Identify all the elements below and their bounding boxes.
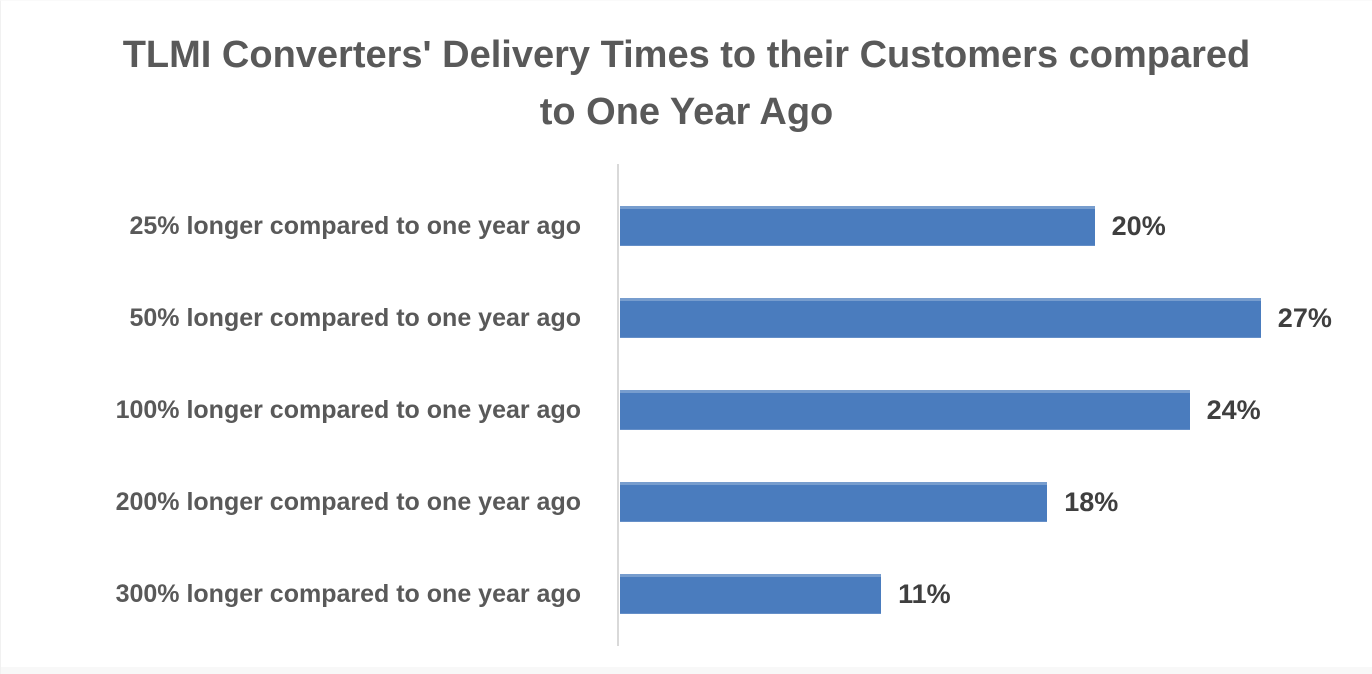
data-label: 18%: [1064, 486, 1119, 517]
bar-track: 27%: [620, 298, 1332, 338]
chart-row: 300% longer compared to one year ago 11%: [1, 548, 1372, 640]
data-label: 27%: [1277, 302, 1332, 333]
chart-rows: 25% longer compared to one year ago 20% 50…: [1, 180, 1372, 640]
bar: [620, 298, 1261, 338]
data-label: 20%: [1111, 210, 1166, 241]
bar-track: 20%: [620, 206, 1332, 246]
bar: [620, 574, 882, 614]
bottom-edge-shade: [1, 667, 1372, 674]
bar: [620, 482, 1048, 522]
data-label: 11%: [898, 578, 951, 609]
bar-track: 11%: [620, 574, 1332, 614]
bar: [620, 390, 1190, 430]
data-label: 24%: [1206, 394, 1261, 425]
bar: [620, 206, 1095, 246]
chart-row: 200% longer compared to one year ago 18%: [1, 456, 1372, 548]
category-label: 50% longer compared to one year ago: [129, 303, 581, 332]
chart-row: 25% longer compared to one year ago 20%: [1, 180, 1372, 272]
chart-title: TLMI Converters' Delivery Times to their…: [122, 34, 1251, 133]
category-label: 100% longer compared to one year ago: [115, 395, 581, 424]
plot-area: 25% longer compared to one year ago 20% 50…: [1, 164, 1372, 646]
category-label: 200% longer compared to one year ago: [115, 487, 581, 516]
bar-track: 24%: [620, 390, 1332, 430]
bar-track: 18%: [620, 482, 1332, 522]
chart-row: 100% longer compared to one year ago 24%: [1, 364, 1372, 456]
category-axis-line: [617, 164, 619, 646]
category-label: 25% longer compared to one year ago: [129, 211, 581, 240]
chart-row: 50% longer compared to one year ago 27%: [1, 272, 1372, 364]
category-label: 300% longer compared to one year ago: [115, 579, 581, 608]
